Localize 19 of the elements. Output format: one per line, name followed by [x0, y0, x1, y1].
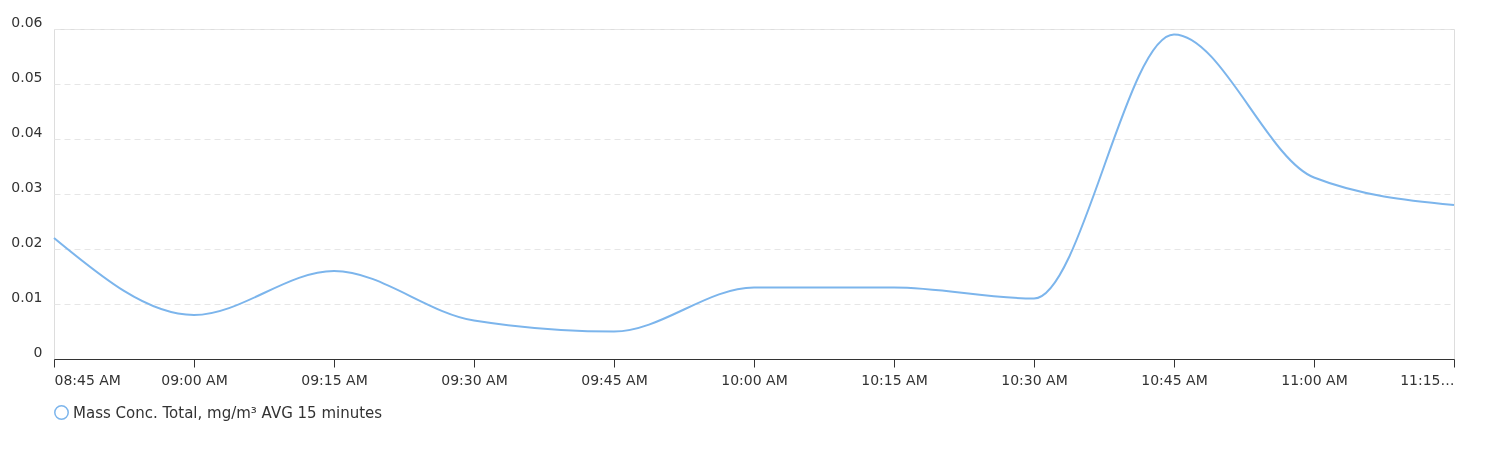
- x-tick-label: 10:45 AM: [1141, 371, 1208, 388]
- legend-label: Mass Conc. Total, mg/m³ AVG 15 minutes: [73, 403, 383, 422]
- x-tick-label: 09:45 AM: [581, 371, 648, 388]
- y-tick-label: 0.03: [11, 178, 43, 195]
- x-tick-label: 09:15 AM: [301, 371, 368, 388]
- y-tick-label: 0.01: [11, 288, 43, 305]
- y-tick-label: 0.02: [11, 233, 43, 250]
- x-tick-label: 10:30 AM: [1001, 371, 1068, 388]
- y-tick-label: 0.06: [11, 13, 43, 30]
- x-tick-label: 09:00 AM: [161, 371, 228, 388]
- x-tick-label: 10:00 AM: [721, 371, 788, 388]
- x-tick-label: 10:15 AM: [861, 371, 928, 388]
- y-tick-label: 0.04: [11, 123, 43, 140]
- x-tick-label: 11:15…: [1400, 371, 1455, 388]
- y-tick-label: 0: [33, 343, 43, 360]
- x-tick-label: 08:45 AM: [54, 371, 121, 388]
- x-tick-label: 09:30 AM: [441, 371, 508, 388]
- x-tick-label: 11:00 AM: [1281, 371, 1348, 388]
- y-tick-label: 0.05: [11, 68, 43, 85]
